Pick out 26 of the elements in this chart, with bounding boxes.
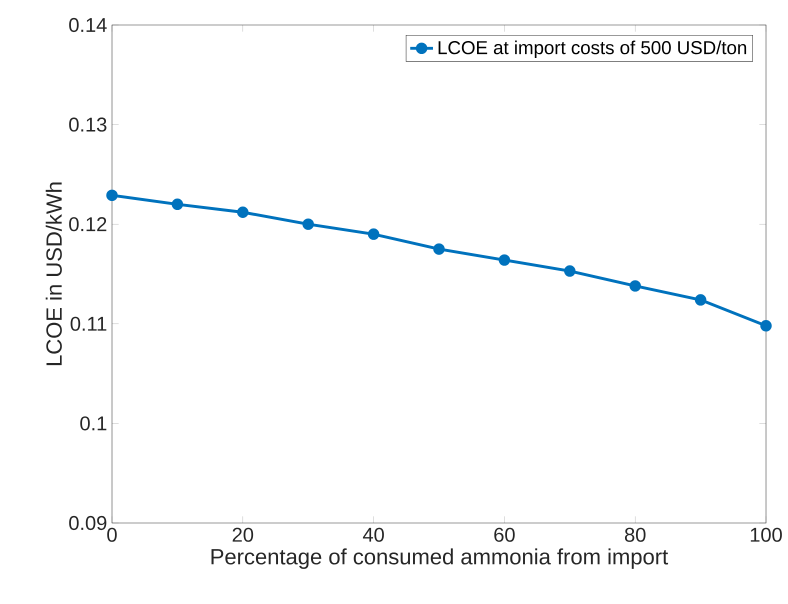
- y-tick-label: 0.14: [69, 18, 107, 32]
- point: [368, 228, 380, 240]
- y-tick-label: 0.13: [69, 118, 106, 132]
- y-tick-label: 0.11: [70, 316, 106, 331]
- x-tick-label: 0: [107, 528, 117, 542]
- x-tick-label: 20: [232, 528, 254, 542]
- point: [694, 294, 706, 306]
- point: [564, 265, 576, 277]
- y-tick-label: 0.1: [80, 416, 106, 430]
- x-tick-label: 40: [362, 528, 384, 542]
- legend-label: LCOE at import costs of 500 USD/ton: [438, 40, 746, 58]
- x-tick-label: 60: [494, 528, 515, 542]
- point: [106, 190, 118, 202]
- point: [237, 206, 249, 218]
- y-tick-label: 0.09: [69, 516, 106, 530]
- x-tick-label: 80: [624, 528, 646, 542]
- point: [172, 198, 184, 210]
- point: [629, 280, 641, 292]
- y-axis-title: LCOE in USD/kWh: [46, 182, 62, 366]
- point: [433, 243, 445, 255]
- x-tick-label: 100: [750, 528, 782, 542]
- x-axis-title: Percentage of consumed ammonia from import: [212, 548, 668, 569]
- point: [760, 320, 772, 332]
- point: [498, 254, 510, 266]
- point: [302, 218, 314, 230]
- y-tick-label: 0.12: [69, 217, 106, 232]
